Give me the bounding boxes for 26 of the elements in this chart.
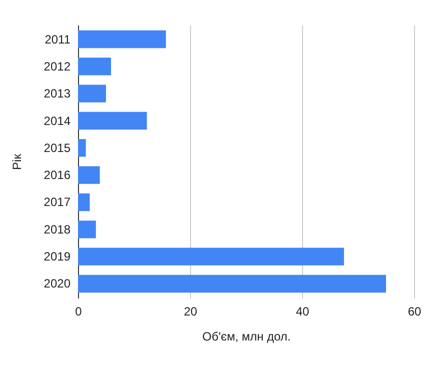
- y-tick-label: 2014: [44, 114, 71, 128]
- bar: [78, 84, 106, 102]
- y-tick-label: 2013: [44, 86, 71, 101]
- bar: [78, 58, 112, 76]
- y-tick-label: 2017: [44, 195, 71, 210]
- bar: [78, 139, 86, 157]
- x-axis-title: Об'єм, млн дол.: [202, 330, 291, 344]
- y-tick-label: 2019: [44, 250, 71, 264]
- bar: [78, 166, 100, 184]
- y-tick-label: 2020: [44, 276, 71, 291]
- x-tick-label: 60: [408, 304, 422, 318]
- bar: [78, 220, 96, 238]
- bar: [78, 112, 147, 130]
- y-axis-title: Рік: [10, 153, 24, 170]
- x-tick-label: 0: [75, 304, 82, 318]
- bar: [78, 274, 386, 293]
- bar: [78, 248, 344, 266]
- y-tick-label: 2011: [44, 32, 71, 46]
- y-tick-label: 2016: [44, 168, 71, 182]
- x-tick-label: 40: [296, 304, 310, 318]
- y-tick-label: 2012: [44, 59, 71, 74]
- x-tick-label: 20: [184, 304, 198, 318]
- bar: [78, 193, 90, 212]
- y-tick-label: 2018: [44, 222, 71, 236]
- bar: [78, 30, 166, 48]
- y-tick-label: 2015: [44, 140, 71, 155]
